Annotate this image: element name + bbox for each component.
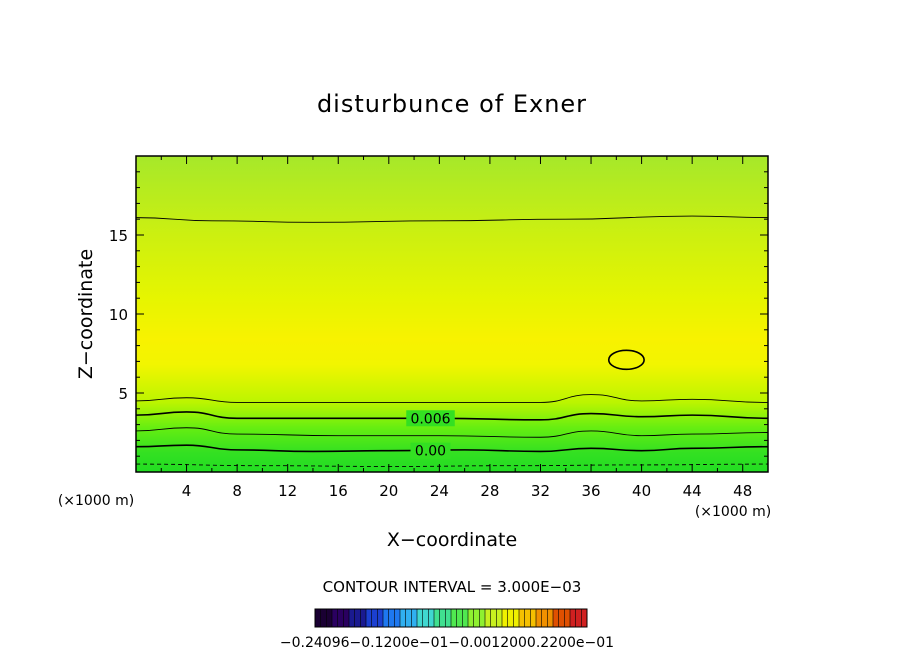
color-scale-bar [314, 608, 588, 628]
color-swatch [451, 609, 457, 627]
color-swatch [530, 609, 536, 627]
color-swatch [490, 609, 497, 627]
color-swatch [428, 609, 434, 627]
color-swatch [496, 609, 502, 627]
color-bar-frame [314, 608, 588, 628]
color-swatch [337, 609, 344, 627]
color-swatch [349, 609, 355, 627]
color-swatch [536, 609, 542, 627]
color-swatch [388, 609, 395, 627]
color-swatch [502, 609, 508, 627]
color-swatch [462, 609, 468, 627]
contour-label-bg [406, 410, 455, 427]
color-swatch [320, 609, 327, 627]
color-swatch [507, 609, 514, 627]
color-swatch [564, 609, 570, 627]
contour-line [135, 411, 769, 421]
y-tick-label: 15 [109, 227, 128, 245]
color-swatch [479, 609, 485, 627]
contour-line [135, 394, 769, 403]
color-swatch [377, 609, 383, 627]
contour-line [135, 463, 769, 467]
x-axis-label: X−coordinate [387, 529, 517, 551]
color-swatch [366, 609, 372, 627]
contour-label: 0.006 [410, 411, 450, 427]
color-swatch [417, 609, 423, 627]
color-swatch [394, 609, 400, 627]
contour-label: 0.00 [415, 444, 446, 460]
x-tick-label: 44 [683, 482, 702, 500]
color-swatch [524, 609, 531, 627]
color-swatch [411, 609, 417, 627]
y-axis-label: Z−coordinate [75, 249, 97, 379]
color-swatch [558, 609, 565, 627]
color-swatch [434, 609, 440, 627]
color-scale-labels: −0.24096−0.1200e−01−0.0012000.2200e−01 [280, 635, 614, 651]
y-tick-label: 10 [109, 306, 128, 324]
color-swatch [400, 609, 406, 627]
color-swatch [383, 609, 389, 627]
chart-title: disturbunce of Exner [317, 90, 587, 118]
x-tick-label: 32 [531, 482, 550, 500]
closed-contour [607, 349, 645, 371]
color-swatch [541, 609, 548, 627]
contour-interval-label: CONTOUR INTERVAL = 3.000E−03 [323, 578, 582, 596]
x-tick-label: 28 [480, 482, 499, 500]
x-unit-left: (×1000 m) [58, 493, 134, 509]
color-swatch [575, 609, 582, 627]
color-swatch [360, 609, 366, 627]
x-tick-label: 48 [733, 482, 752, 500]
color-swatch [371, 609, 378, 627]
contour-line [135, 444, 769, 453]
color-swatch [326, 609, 332, 627]
x-tick-label: 36 [581, 482, 600, 500]
color-swatch [405, 609, 412, 627]
color-swatch [485, 609, 491, 627]
x-tick-label: 16 [329, 482, 348, 500]
contour-label-bg [410, 442, 451, 459]
x-unit-right: (×1000 m) [695, 504, 771, 520]
color-swatch [519, 609, 525, 627]
color-swatch [468, 609, 474, 627]
contour-line [135, 427, 769, 438]
color-swatch [581, 609, 587, 627]
color-swatch [332, 609, 338, 627]
x-axis-ticks: 4 8 12 16 20 24 28 32 36 40 44 48 [160, 156, 752, 500]
color-swatch [513, 609, 519, 627]
contour-line [135, 215, 769, 223]
color-swatch [422, 609, 429, 627]
color-swatch [473, 609, 480, 627]
contour-lines: 0.006 0.00 [135, 215, 769, 467]
color-swatch [354, 609, 361, 627]
x-tick-label: 20 [379, 482, 398, 500]
color-swatch [456, 609, 463, 627]
x-tick-label: 24 [430, 482, 449, 500]
color-swatch [315, 609, 321, 627]
y-axis-ticks: 5 10 15 [109, 171, 768, 457]
color-swatch [439, 609, 446, 627]
color-swatch [547, 609, 553, 627]
color-swatch [445, 609, 451, 627]
color-swatch [570, 609, 576, 627]
x-tick-label: 40 [632, 482, 651, 500]
x-tick-label: 12 [278, 482, 297, 500]
color-swatch [553, 609, 559, 627]
y-tick-label: 5 [118, 385, 128, 403]
color-swatch [343, 609, 349, 627]
x-tick-label: 8 [232, 482, 242, 500]
x-tick-label: 4 [182, 482, 192, 500]
